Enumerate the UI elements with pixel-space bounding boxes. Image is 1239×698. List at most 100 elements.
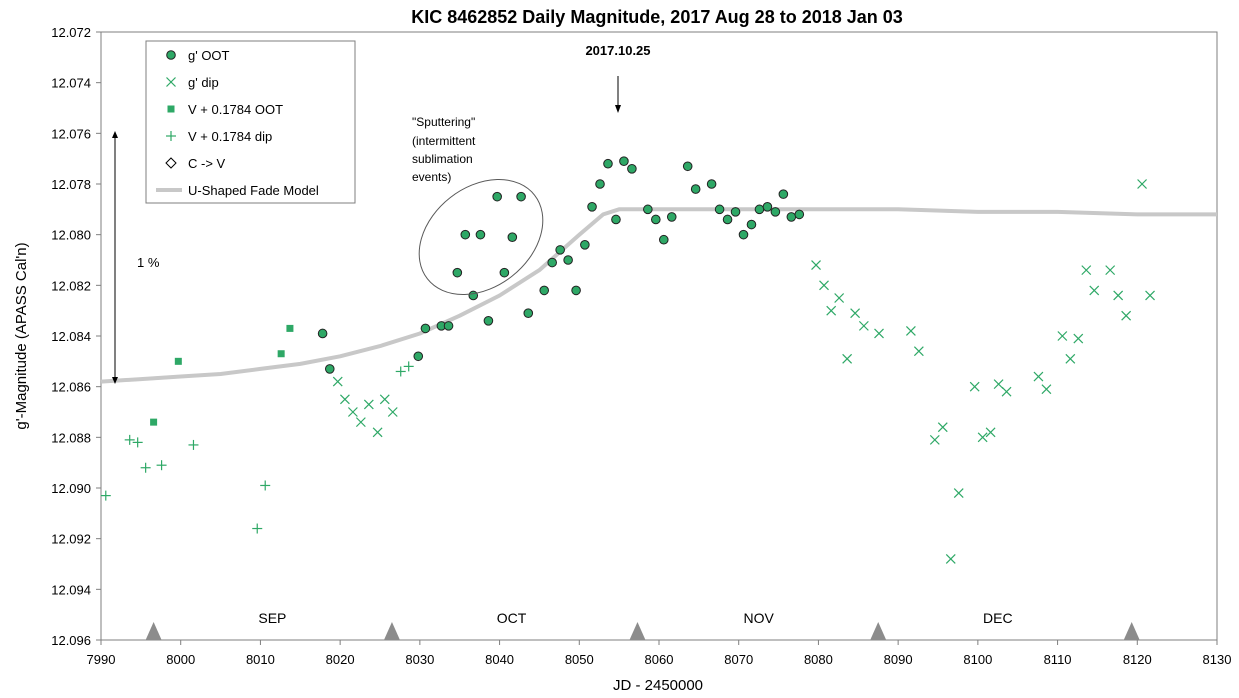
data-point [826, 305, 837, 316]
x-tick-label: 8080 [804, 652, 833, 667]
data-point [379, 394, 390, 405]
percent-arrow-up-icon [112, 131, 118, 138]
x-tick-label: 8090 [884, 652, 913, 667]
x-tick-label: 8120 [1123, 652, 1152, 667]
percent-arrow-down-icon [112, 377, 118, 384]
data-point [770, 207, 781, 217]
data-point [403, 361, 414, 372]
data-point [387, 407, 398, 417]
data-point [156, 460, 167, 471]
legend-marker [166, 77, 176, 87]
data-point [1137, 179, 1147, 189]
x-mark-stroke [945, 554, 956, 564]
x-mark-stroke [1041, 384, 1052, 395]
y-tick-label: 12.094 [51, 582, 91, 597]
x-mark-stroke [834, 293, 845, 303]
data-point [1113, 290, 1124, 301]
legend-box [145, 40, 356, 204]
data-point [420, 323, 431, 334]
month-marker-triangle [145, 622, 162, 640]
x-tick-label: 8070 [724, 652, 753, 667]
data-point [539, 285, 550, 296]
data-point [286, 324, 294, 332]
fade-model-line [100, 207, 1217, 384]
data-point [794, 209, 805, 220]
sputtering-line-2: (intermittent [412, 134, 476, 148]
data-point [611, 214, 621, 225]
data-point [993, 379, 1004, 390]
data-series [100, 156, 1155, 564]
legend-marker [166, 50, 176, 60]
series-2 [150, 324, 294, 426]
x-tick-label: 8020 [326, 652, 355, 667]
data-point [340, 394, 350, 405]
sputtering-line-3: sublimation [412, 152, 473, 166]
data-point [619, 156, 629, 166]
x-mark-stroke [874, 328, 884, 339]
month-label: SEP [258, 610, 286, 626]
x-axis-ticks: 7990 8000 8010 8020 8030 8040 8050 8060 8070 8080… [87, 640, 1232, 667]
data-point [643, 204, 653, 215]
data-point [985, 427, 996, 438]
data-point [124, 434, 135, 445]
y-tick-label: 12.084 [51, 329, 91, 344]
data-point [953, 488, 964, 498]
x-tick-label: 8130 [1203, 652, 1232, 667]
percent-annotation: 1 % [112, 131, 160, 384]
y-tick-label: 12.086 [51, 380, 91, 395]
data-point [140, 462, 151, 473]
x-tick-label: 8030 [405, 652, 434, 667]
data-point [730, 207, 741, 217]
legend-label: V + 0.1784 dip [188, 129, 272, 144]
x-mark-stroke [1137, 179, 1147, 189]
data-point [555, 245, 565, 255]
data-point [587, 202, 597, 212]
x-mark-stroke [977, 432, 988, 443]
y-tick-label: 12.092 [51, 532, 91, 547]
legend-marker [166, 131, 176, 141]
data-point [132, 437, 143, 448]
sputtering-line-4: events) [412, 170, 451, 184]
x-mark-stroke [1145, 290, 1155, 301]
data-point [850, 308, 861, 319]
y-tick-label: 12.096 [51, 633, 91, 648]
data-point [580, 240, 590, 250]
data-point [905, 326, 916, 336]
x-mark-stroke [1033, 371, 1044, 382]
month-label: NOV [743, 610, 774, 626]
data-point [260, 480, 271, 491]
data-point [945, 554, 956, 564]
data-point [571, 285, 581, 296]
month-marker-triangle [629, 622, 646, 640]
x-mark-stroke [1001, 386, 1012, 397]
data-point [1073, 333, 1084, 344]
data-point [413, 351, 424, 362]
x-tick-label: 8010 [246, 652, 275, 667]
x-mark-stroke [985, 427, 996, 438]
data-point [372, 427, 383, 438]
y-tick-label: 12.080 [51, 228, 91, 243]
y-tick-label: 12.076 [51, 126, 91, 141]
month-markers: SEP OCT NOV DEC [145, 610, 1140, 640]
series-1 [332, 179, 1155, 564]
data-point [706, 179, 717, 189]
y-tick-label: 12.072 [51, 25, 91, 40]
data-point [842, 353, 853, 364]
data-point [363, 399, 374, 410]
data-point [651, 214, 661, 225]
x-mark-stroke [340, 394, 350, 405]
data-point [690, 184, 701, 194]
percent-label: 1 % [137, 255, 160, 270]
data-point [523, 308, 534, 319]
x-tick-label: 8000 [166, 652, 195, 667]
month-marker-triangle [870, 622, 887, 640]
x-mark-stroke [166, 77, 176, 87]
month-label: DEC [983, 610, 1013, 626]
x-mark-stroke [1073, 333, 1084, 344]
legend-label: g' OOT [188, 48, 230, 63]
data-point [468, 290, 479, 301]
data-point [1065, 353, 1076, 364]
data-point [1105, 265, 1116, 276]
x-tick-label: 8060 [645, 652, 674, 667]
x-mark-stroke [937, 422, 948, 433]
